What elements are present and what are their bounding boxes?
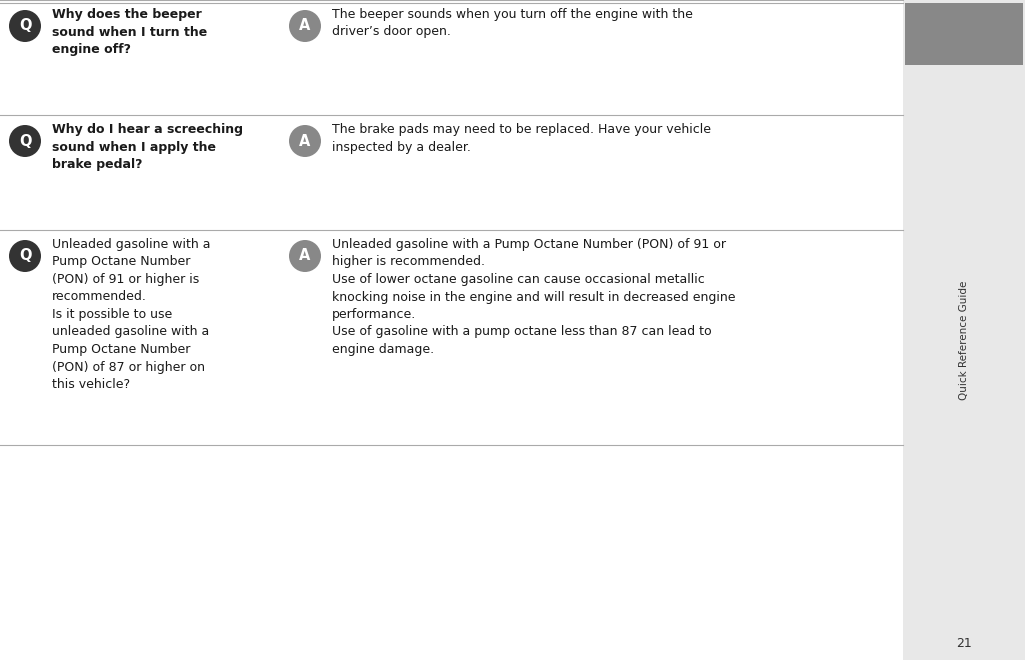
FancyBboxPatch shape	[903, 0, 1025, 660]
Text: A: A	[299, 133, 311, 149]
Circle shape	[9, 10, 41, 42]
FancyBboxPatch shape	[0, 0, 903, 660]
FancyBboxPatch shape	[905, 3, 1023, 65]
Circle shape	[289, 240, 321, 272]
Text: A: A	[299, 18, 311, 34]
Text: Quick Reference Guide: Quick Reference Guide	[959, 280, 969, 400]
Text: Unleaded gasoline with a Pump Octane Number (PON) of 91 or
higher is recommended: Unleaded gasoline with a Pump Octane Num…	[332, 238, 736, 356]
Circle shape	[9, 125, 41, 157]
Text: Unleaded gasoline with a
Pump Octane Number
(PON) of 91 or higher is
recommended: Unleaded gasoline with a Pump Octane Num…	[52, 238, 210, 391]
Circle shape	[289, 125, 321, 157]
Circle shape	[289, 10, 321, 42]
Text: A: A	[299, 249, 311, 263]
Text: Why do I hear a screeching
sound when I apply the
brake pedal?: Why do I hear a screeching sound when I …	[52, 123, 243, 171]
Circle shape	[9, 240, 41, 272]
Text: The beeper sounds when you turn off the engine with the
driver’s door open.: The beeper sounds when you turn off the …	[332, 8, 693, 38]
Text: Q: Q	[18, 18, 31, 34]
Text: 21: 21	[956, 637, 972, 650]
Text: Why does the beeper
sound when I turn the
engine off?: Why does the beeper sound when I turn th…	[52, 8, 207, 56]
Text: Q: Q	[18, 133, 31, 149]
Text: Q: Q	[18, 249, 31, 263]
Text: The brake pads may need to be replaced. Have your vehicle
inspected by a dealer.: The brake pads may need to be replaced. …	[332, 123, 711, 154]
